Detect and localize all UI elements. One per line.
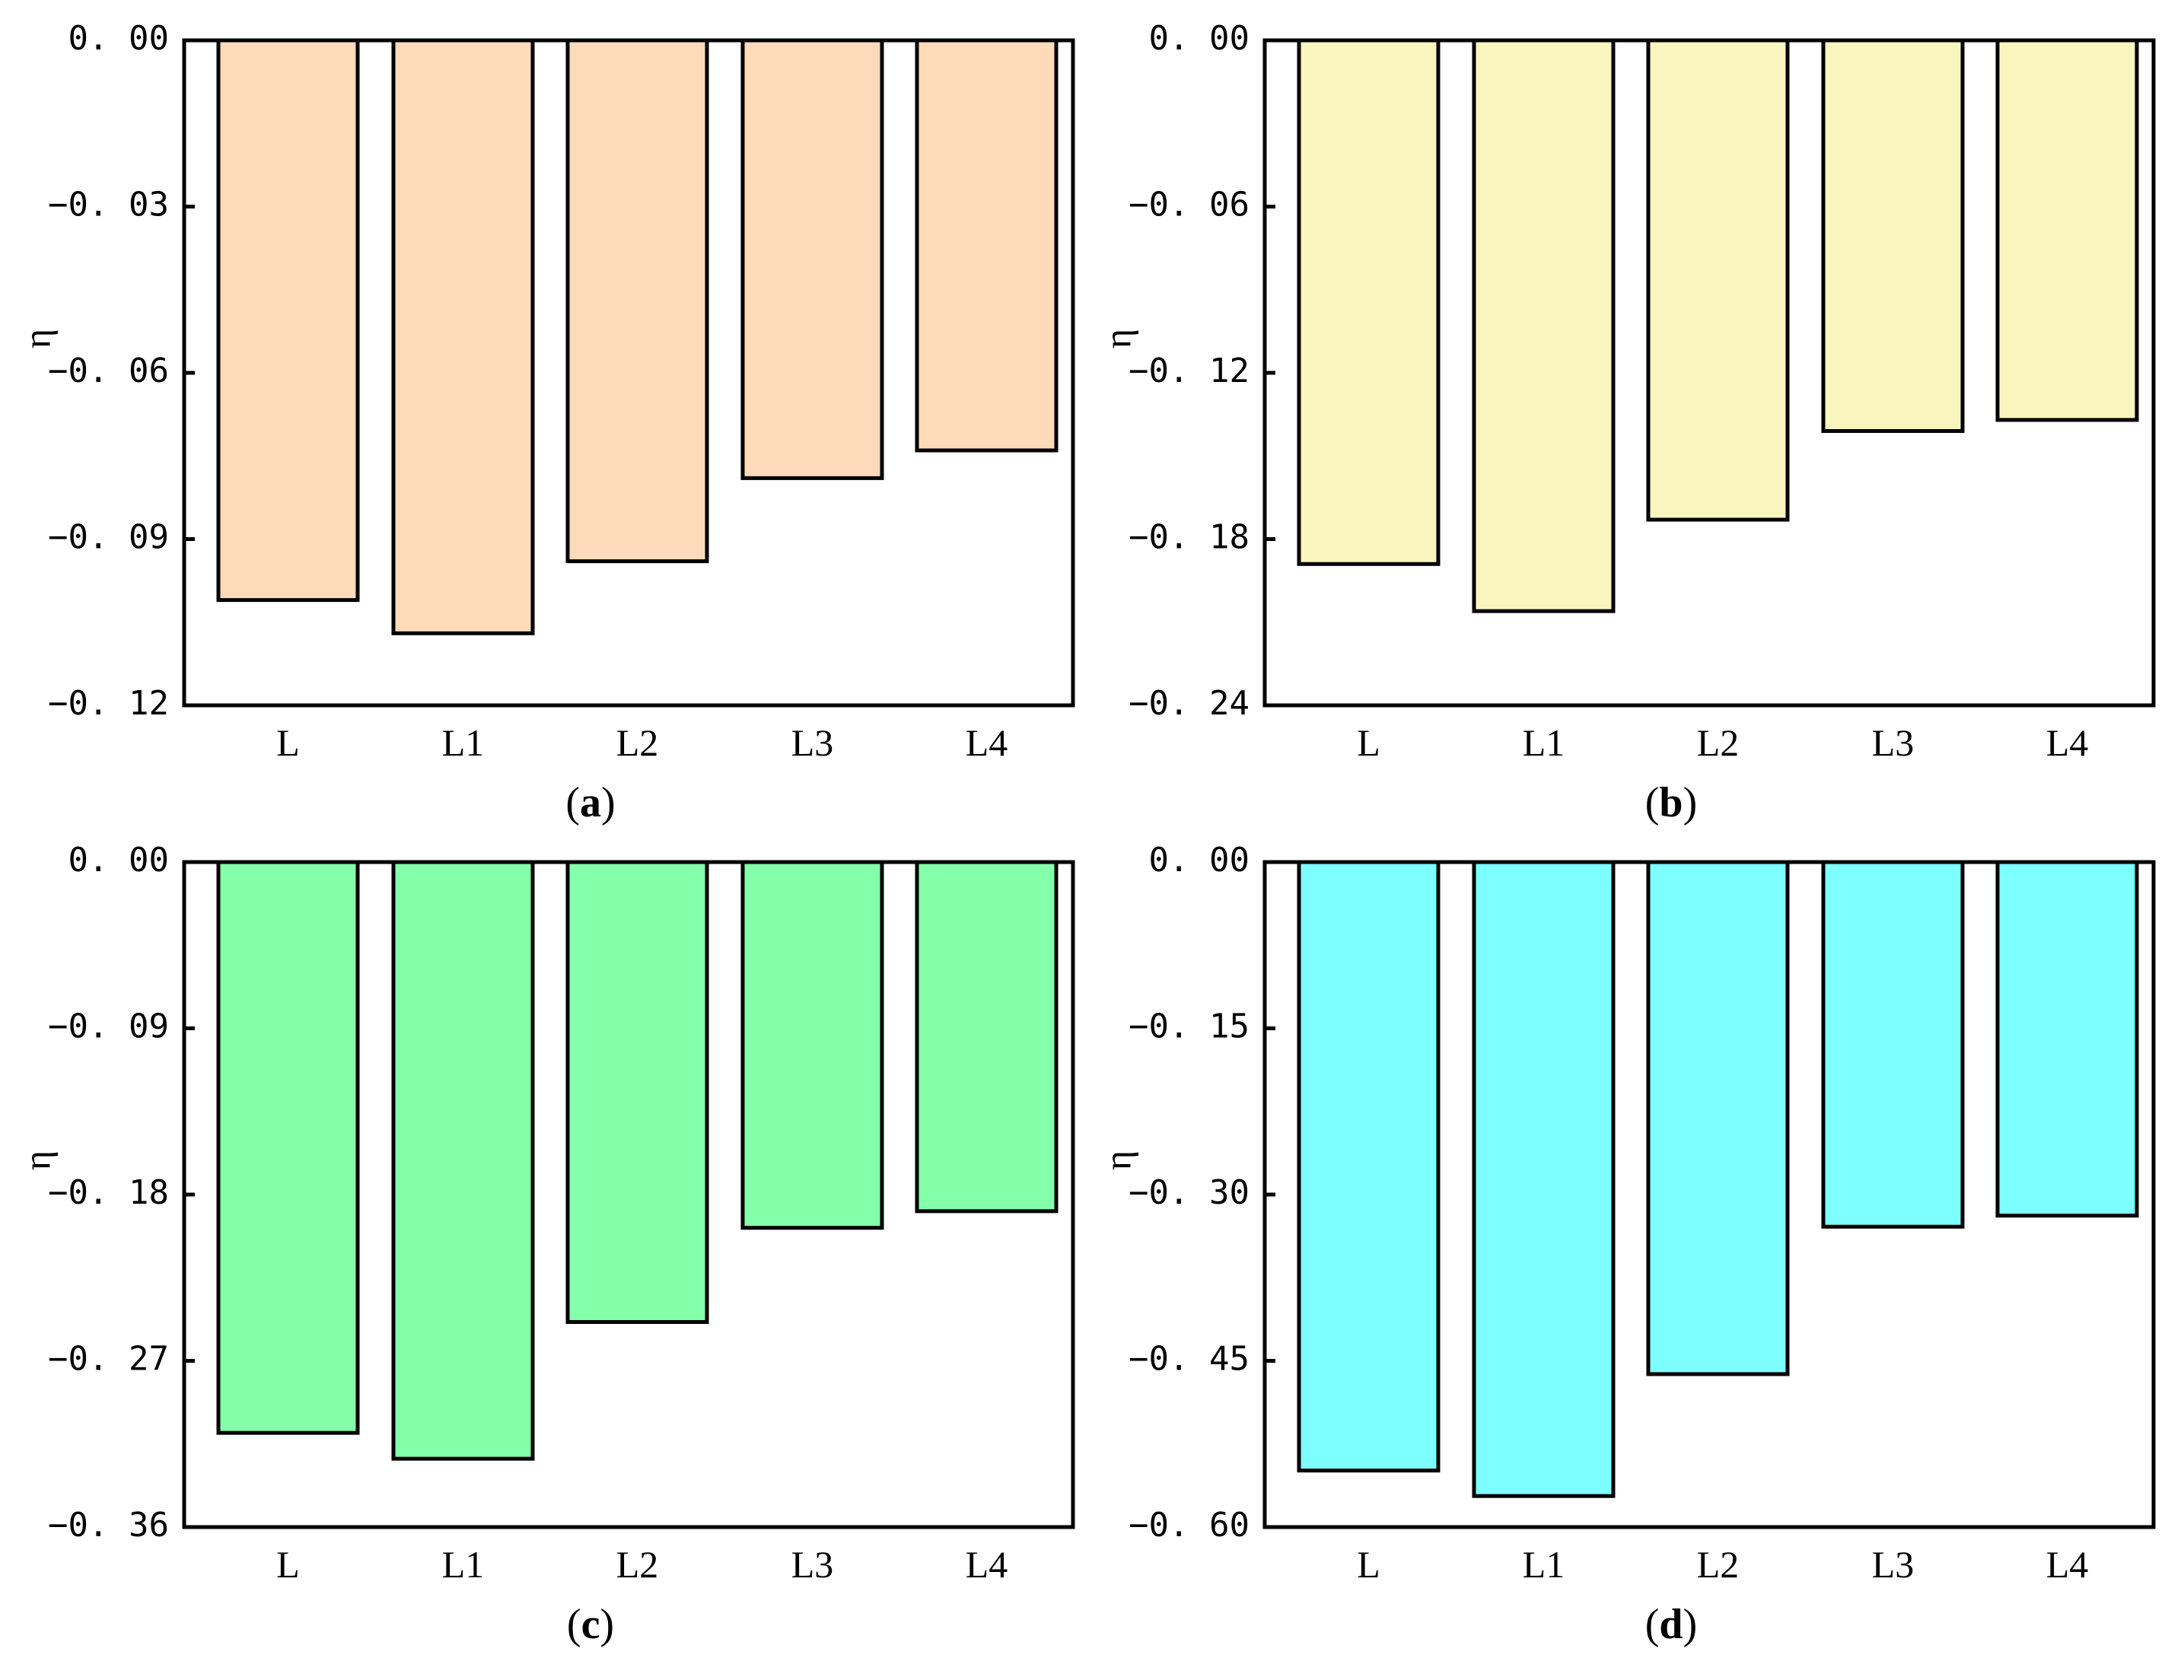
ytick-label-b-0: 0. 00 [1149, 19, 1250, 58]
panel-title-c: (c) [567, 1601, 614, 1648]
xtick-label-a-L2: L2 [616, 721, 659, 764]
ytick-label-d-3: −0. 45 [1129, 1340, 1250, 1379]
xtick-label-a-L3: L3 [791, 721, 834, 764]
bar-c-L [216, 860, 360, 1435]
bar-b-L [1297, 38, 1441, 566]
bar-a-L4 [915, 38, 1059, 453]
ytick-label-c-4: −0. 36 [48, 1506, 169, 1545]
bar-c-L3 [740, 860, 884, 1230]
ytick-label-a-3: −0. 09 [48, 518, 169, 557]
xtick-label-a-L1: L1 [442, 721, 485, 764]
xtick-label-c-L3: L3 [791, 1543, 834, 1586]
xtick-label-b-L3: L3 [1872, 721, 1915, 764]
ytick-label-b-1: −0. 06 [1129, 186, 1250, 224]
ytick-label-a-4: −0. 12 [48, 684, 169, 723]
xtick-label-c-L1: L1 [442, 1543, 485, 1586]
xtick-label-c-L4: L4 [966, 1543, 1008, 1586]
ytick-label-c-2: −0. 18 [48, 1173, 169, 1212]
ytick-label-a-1: −0. 03 [48, 186, 169, 224]
bar-c-L2 [565, 860, 709, 1325]
ylabel-b: η [1096, 329, 1138, 348]
ylabel-a: η [15, 329, 58, 348]
bar-a-L2 [565, 38, 709, 564]
bar-b-L4 [1995, 38, 2139, 422]
bar-d-L [1297, 860, 1441, 1473]
bar-c-L1 [391, 860, 535, 1461]
xtick-label-d-L4: L4 [2046, 1543, 2089, 1586]
bar-d-L1 [1472, 860, 1616, 1498]
xtick-label-d-L2: L2 [1697, 1543, 1740, 1586]
xtick-label-d-L3: L3 [1872, 1543, 1915, 1586]
panel-c: 0. 00 −0. 09 −0. 18 −0. 27 −0. 36 L L1 L2 L3 L4 η (… [15, 841, 1075, 1648]
ytick-label-b-4: −0. 24 [1129, 684, 1250, 723]
bar-d-L3 [1821, 860, 1965, 1229]
xtick-label-a-L4: L4 [966, 721, 1008, 764]
xtick-label-a-L: L [276, 721, 300, 764]
panel-a: 0. 00 −0. 03 −0. 06 −0. 09 −0. 12 L L1 L2 L3 L4 η (… [15, 19, 1075, 826]
bar-c-L4 [915, 860, 1059, 1214]
xtick-label-d-L1: L1 [1523, 1543, 1565, 1586]
ytick-label-d-0: 0. 00 [1149, 841, 1250, 880]
ytick-label-b-2: −0. 12 [1129, 352, 1250, 390]
panel-title-b: (b) [1645, 779, 1697, 826]
bar-a-L1 [391, 38, 535, 635]
ytick-label-c-0: 0. 00 [68, 841, 169, 880]
bar-b-L3 [1821, 38, 1965, 433]
xtick-label-b-L2: L2 [1697, 721, 1740, 764]
ytick-label-d-2: −0. 30 [1129, 1173, 1250, 1212]
ytick-label-c-3: −0. 27 [48, 1340, 169, 1379]
bar-b-L2 [1646, 38, 1790, 522]
panel-d: 0. 00 −0. 15 −0. 30 −0. 45 −0. 60 L L1 L2 L3 L4 η (… [1096, 841, 2156, 1648]
bar-a-L [216, 38, 360, 603]
bar-b-L1 [1472, 38, 1616, 613]
xtick-label-c-L: L [276, 1543, 300, 1586]
ytick-label-b-3: −0. 18 [1129, 518, 1250, 557]
bar-d-L4 [1995, 860, 2139, 1218]
xtick-label-b-L: L [1357, 721, 1380, 764]
ytick-label-a-2: −0. 06 [48, 352, 169, 390]
panel-b: 0. 00 −0. 06 −0. 12 −0. 18 −0. 24 L L1 L2 L3 L4 η (… [1096, 19, 2156, 826]
xtick-label-d-L: L [1357, 1543, 1380, 1586]
ytick-label-a-0: 0. 00 [68, 19, 169, 58]
ylabel-c: η [15, 1150, 58, 1170]
xtick-label-b-L1: L1 [1523, 721, 1565, 764]
xtick-label-b-L4: L4 [2046, 721, 2089, 764]
ylabel-d: η [1096, 1150, 1138, 1170]
ytick-label-d-4: −0. 60 [1129, 1506, 1250, 1545]
xtick-label-c-L2: L2 [616, 1543, 659, 1586]
ytick-label-c-1: −0. 09 [48, 1007, 169, 1046]
bar-d-L2 [1646, 860, 1790, 1376]
panel-title-a: (a) [565, 779, 615, 826]
ytick-label-d-1: −0. 15 [1129, 1007, 1250, 1046]
panel-title-d: (d) [1645, 1601, 1697, 1648]
bar-a-L3 [740, 38, 884, 480]
